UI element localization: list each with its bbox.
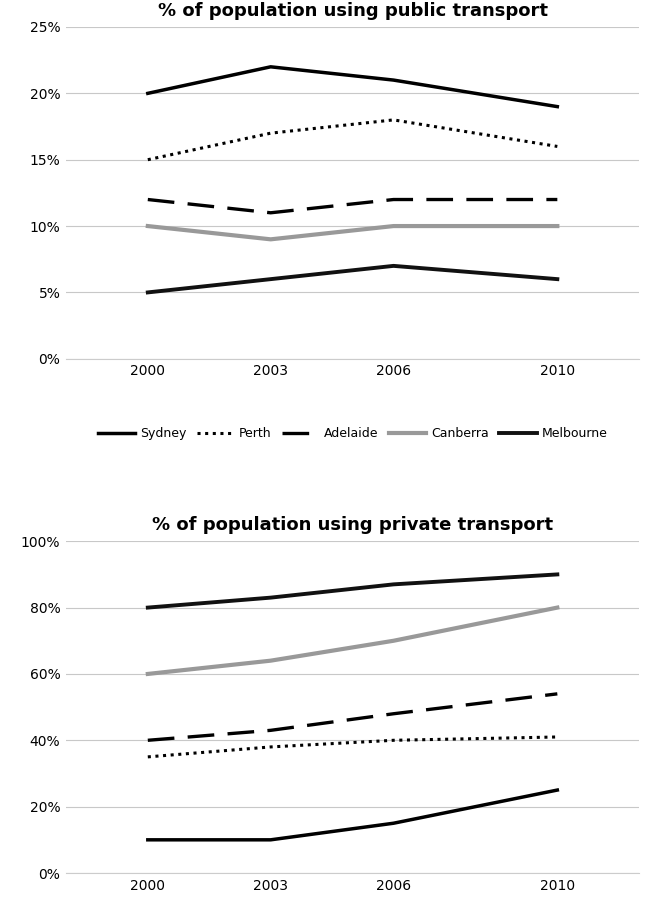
Legend: Sydney, Perth, Adelaide, Canberra, Melbourne: Sydney, Perth, Adelaide, Canberra, Melbo… (93, 422, 612, 446)
Title: % of population using private transport: % of population using private transport (152, 516, 553, 534)
Title: % of population using public transport: % of population using public transport (158, 2, 548, 20)
